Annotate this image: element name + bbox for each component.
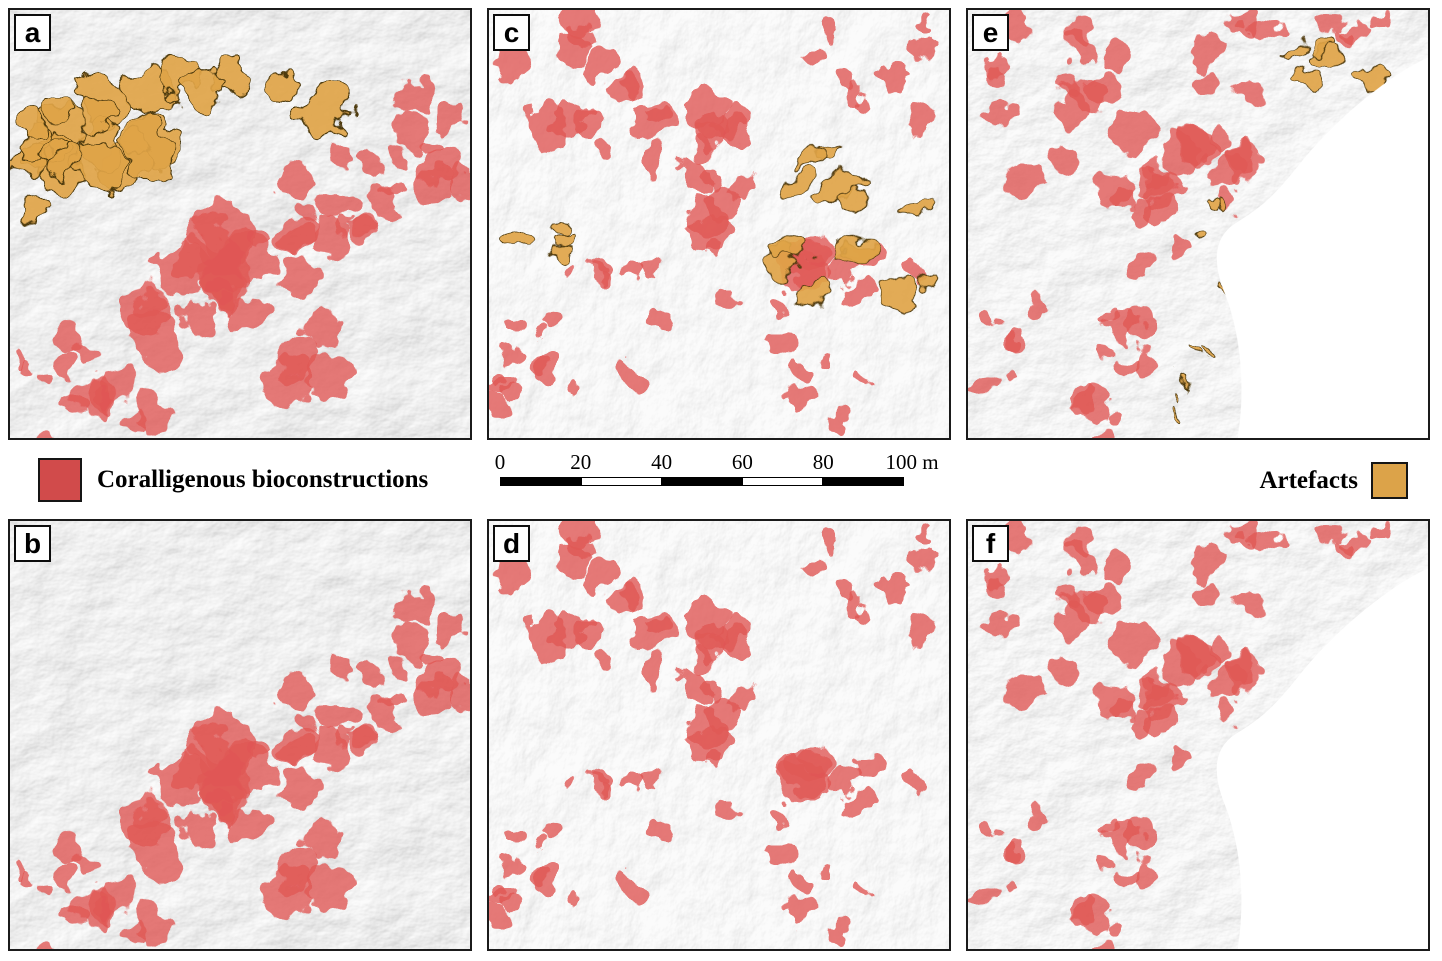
scale-end-label: 100 m xyxy=(885,450,939,474)
map-panel-c: c xyxy=(487,8,951,440)
scale-bar: 0 20 40 60 80 100 m xyxy=(495,450,939,486)
scale-tick: 60 xyxy=(731,450,753,474)
artefacts-label: Artefacts xyxy=(1259,466,1358,494)
panel-letter: c xyxy=(503,16,520,48)
scale-bar-track xyxy=(500,477,904,486)
scale-segment xyxy=(823,478,903,485)
scale-bar-labels: 0 20 40 60 80 100 m xyxy=(495,450,939,475)
panel-letter: d xyxy=(502,527,521,559)
hillshade-map-b xyxy=(10,521,470,949)
panel-label-b: b xyxy=(14,525,51,562)
panel-label-c: c xyxy=(493,14,530,51)
artefacts-swatch xyxy=(1371,462,1408,499)
legend-artefacts: Artefacts xyxy=(1259,462,1408,499)
panel-letter: b xyxy=(23,527,42,559)
map-panel-f: f xyxy=(966,519,1430,951)
scale-tick: 0 xyxy=(494,450,506,474)
scale-segment xyxy=(580,478,663,485)
hillshade-map-a xyxy=(10,10,470,438)
hillshade-map-e xyxy=(968,10,1428,438)
map-panel-a: a xyxy=(8,8,472,440)
panel-letter: f xyxy=(985,527,996,559)
map-panel-e: e xyxy=(966,8,1430,440)
scale-tick: 20 xyxy=(570,450,592,474)
scale-segment xyxy=(501,478,581,485)
panel-letter: e xyxy=(982,16,999,48)
coralligenous-label: Coralligenous bioconstructions xyxy=(97,466,429,493)
hillshade-map-c xyxy=(489,10,949,438)
panel-label-f: f xyxy=(972,525,1009,562)
panel-label-a: a xyxy=(14,14,51,51)
map-panel-d: d xyxy=(487,519,951,951)
coralligenous-swatch xyxy=(38,458,82,502)
map-panel-b: b xyxy=(8,519,472,951)
hillshade-map-f xyxy=(968,521,1428,949)
scale-segment xyxy=(662,478,742,485)
legend-coralligenous: Coralligenous bioconstructions xyxy=(38,458,428,502)
scale-segment xyxy=(741,478,824,485)
panel-letter: a xyxy=(24,16,41,48)
panel-label-d: d xyxy=(493,525,530,562)
scale-tick: 80 xyxy=(812,450,834,474)
scale-tick: 40 xyxy=(651,450,673,474)
panel-label-e: e xyxy=(972,14,1009,51)
hillshade-map-d xyxy=(489,521,949,949)
